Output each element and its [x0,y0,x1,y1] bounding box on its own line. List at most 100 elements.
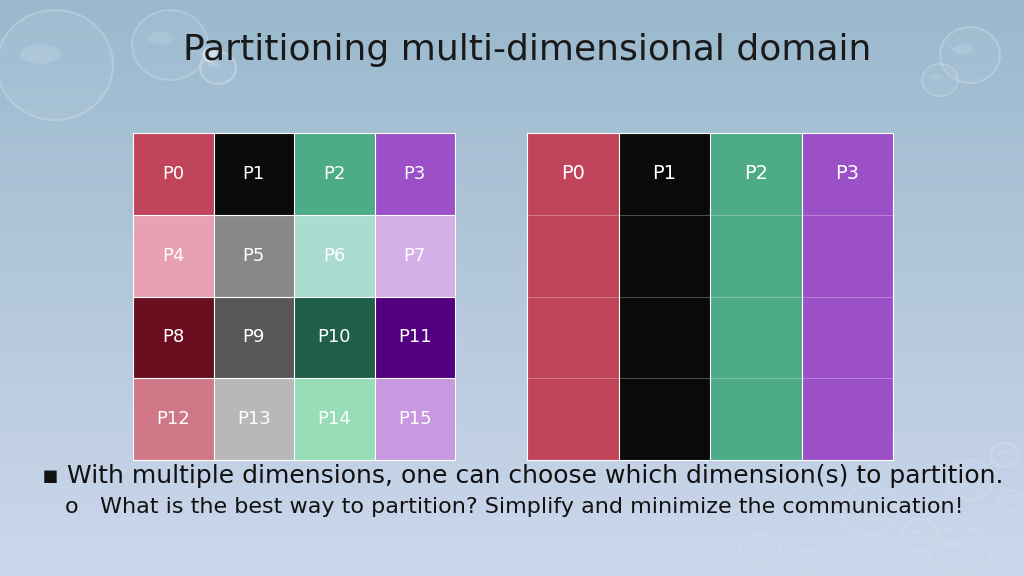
Bar [0,230,1024,240]
Text: P0: P0 [561,164,585,183]
Bar [0,288,1024,298]
Bar [375,297,455,378]
Bar [0,211,1024,221]
Text: P13: P13 [237,410,270,428]
Bar [0,67,1024,77]
Text: P3: P3 [403,165,426,183]
Ellipse shape [956,472,972,479]
Bar [213,378,294,460]
Bar [0,403,1024,413]
Bar [0,202,1024,211]
Ellipse shape [996,450,1007,454]
Ellipse shape [0,10,113,120]
Bar [0,461,1024,471]
Bar [618,133,710,460]
Bar [0,518,1024,528]
Bar [133,378,213,460]
Bar [0,10,1024,19]
Bar [213,297,294,378]
Bar [375,378,455,460]
Ellipse shape [200,52,236,84]
Bar [294,215,375,297]
Text: P3: P3 [836,164,859,183]
Text: P0: P0 [162,165,184,183]
Text: P14: P14 [317,410,351,428]
Ellipse shape [998,490,1022,510]
Bar [0,384,1024,393]
Bar [0,432,1024,442]
Ellipse shape [929,74,942,79]
Bar [133,215,213,297]
Bar [0,537,1024,547]
Text: P8: P8 [162,328,184,346]
Bar [213,215,294,297]
Bar [0,115,1024,125]
Bar [0,269,1024,278]
Bar [0,374,1024,384]
Bar [375,133,455,215]
Bar [0,471,1024,480]
Bar [294,378,375,460]
Ellipse shape [902,519,938,551]
Bar [0,557,1024,566]
Bar [0,77,1024,86]
Text: P9: P9 [243,328,265,346]
Bar [802,133,893,460]
Text: P7: P7 [403,247,426,264]
Bar [0,547,1024,557]
Text: P11: P11 [398,328,431,346]
Bar [0,163,1024,173]
Bar [0,58,1024,67]
Bar [0,183,1024,192]
Bar [133,297,213,378]
Bar [0,173,1024,183]
Bar [294,133,375,215]
Ellipse shape [909,529,922,535]
Bar [0,317,1024,327]
Ellipse shape [853,501,872,509]
Ellipse shape [1002,497,1012,500]
Bar [0,566,1024,576]
Bar [294,297,375,378]
Text: ▪ With multiple dimensions, one can choose which dimension(s) to partition.: ▪ With multiple dimensions, one can choo… [42,464,1004,488]
Bar [0,259,1024,269]
Text: P5: P5 [243,247,265,264]
Bar [0,509,1024,518]
Bar [0,240,1024,249]
Bar [0,86,1024,96]
Text: P4: P4 [162,247,184,264]
Bar [0,29,1024,39]
Bar [0,442,1024,451]
Text: P1: P1 [652,164,676,183]
Bar [527,133,618,460]
Bar [0,355,1024,365]
Ellipse shape [842,485,898,535]
Bar [0,346,1024,355]
Ellipse shape [207,62,220,67]
Ellipse shape [20,44,60,63]
Text: Partitioning multi-dimensional domain: Partitioning multi-dimensional domain [183,33,871,67]
Ellipse shape [952,44,973,54]
Text: P2: P2 [743,164,768,183]
Bar [133,133,213,215]
Bar [0,154,1024,163]
Bar [0,499,1024,509]
Bar [0,0,1024,10]
Bar [710,133,802,460]
Ellipse shape [940,27,1000,83]
Text: P10: P10 [317,328,351,346]
Bar [0,528,1024,537]
Bar [0,490,1024,499]
Bar [0,336,1024,346]
Ellipse shape [802,556,811,560]
Bar [0,144,1024,154]
Bar [0,19,1024,29]
Ellipse shape [922,64,958,96]
Text: o   What is the best way to partition? Simplify and minimize the communication!: o What is the best way to partition? Sim… [65,497,964,517]
Bar [0,451,1024,461]
Text: P2: P2 [323,165,345,183]
Bar [375,215,455,297]
Bar [0,125,1024,134]
Bar [0,365,1024,374]
Bar [0,327,1024,336]
